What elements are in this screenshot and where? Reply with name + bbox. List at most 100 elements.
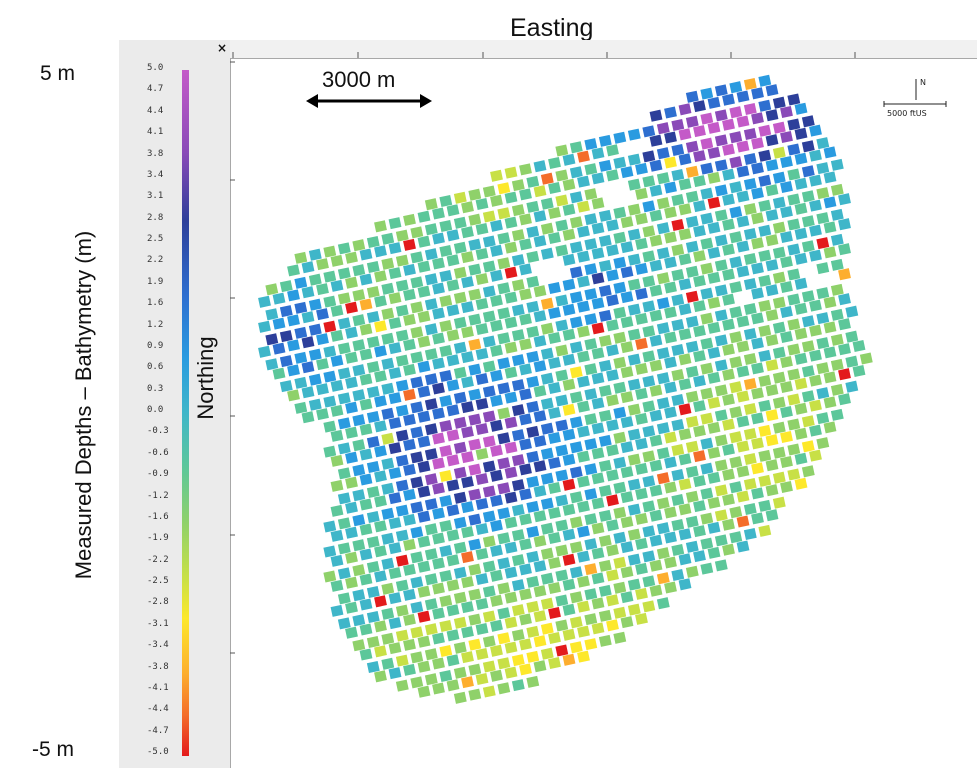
- depth-cell: [700, 537, 714, 550]
- depth-cell: [381, 482, 395, 495]
- depth-cell: [569, 641, 583, 654]
- depth-cell: [366, 535, 380, 549]
- depth-cell: [693, 450, 706, 463]
- depth-cell: [809, 199, 822, 212]
- depth-cell: [787, 218, 801, 231]
- depth-cell: [729, 231, 743, 244]
- depth-cell: [453, 291, 467, 304]
- north-scale-label: 5000 ftUS: [887, 109, 927, 118]
- depth-cell: [700, 212, 714, 225]
- depth-cell: [294, 326, 308, 339]
- depth-cell: [714, 159, 728, 172]
- top-ruler: [230, 40, 977, 59]
- depth-cell: [707, 396, 721, 409]
- depth-cell: [279, 355, 293, 368]
- depth-cell: [424, 598, 438, 611]
- depth-cell: [606, 369, 619, 382]
- depth-cell: [526, 275, 540, 288]
- depth-cell: [453, 216, 467, 229]
- depth-cell: [482, 660, 496, 673]
- depth-cell: [511, 204, 525, 217]
- depth-cell: [794, 127, 808, 140]
- colorbar-tick-label: -2.8: [147, 597, 169, 608]
- depth-cell: [685, 365, 699, 378]
- depth-cell: [772, 396, 786, 409]
- depth-cell: [794, 302, 808, 315]
- depth-cell: [540, 422, 554, 435]
- depth-cell: [765, 184, 779, 197]
- depth-cell: [366, 660, 380, 674]
- depth-cell: [642, 350, 656, 363]
- depth-cell: [765, 309, 779, 322]
- depth-cell: [598, 359, 612, 372]
- depth-cell: [453, 241, 467, 254]
- depth-cell: [772, 346, 786, 359]
- depth-cell: [765, 259, 779, 272]
- depth-cell: [685, 265, 699, 278]
- depth-cell: [475, 572, 489, 586]
- close-legend-button[interactable]: ×: [216, 41, 228, 55]
- depth-cell: [497, 357, 511, 370]
- depth-cell: [446, 379, 460, 392]
- depth-cell: [569, 316, 583, 329]
- depth-cell: [345, 426, 358, 439]
- depth-cell: [678, 253, 692, 266]
- depth-cell: [424, 323, 438, 336]
- depth-cell: [403, 538, 416, 551]
- depth-cell: [577, 325, 590, 338]
- depth-cell: [627, 403, 641, 416]
- depth-cell: [519, 188, 532, 201]
- depth-cell: [410, 426, 424, 439]
- depth-cell: [598, 284, 612, 297]
- depth-cell: [519, 563, 532, 576]
- depth-cell: [772, 121, 786, 134]
- depth-cell: [287, 264, 300, 277]
- depth-cell: [787, 318, 801, 331]
- depth-cell: [316, 383, 329, 396]
- depth-cell: [569, 191, 583, 204]
- colorbar-tick-label: 3.8: [147, 148, 164, 159]
- depth-cell: [801, 440, 815, 453]
- depth-cell: [511, 429, 525, 442]
- depth-cell: [678, 578, 692, 591]
- depth-cell: [490, 569, 503, 582]
- depth-cell: [504, 366, 518, 379]
- depth-cell: [432, 282, 445, 295]
- depth-cell: [729, 306, 743, 319]
- depth-cell: [308, 348, 322, 361]
- depth-cell: [606, 394, 619, 407]
- colorbar-tick-label: 2.8: [147, 212, 164, 223]
- depth-cell: [410, 451, 424, 464]
- depth-cell: [475, 522, 489, 536]
- depth-cell: [439, 344, 453, 358]
- depth-cell: [475, 597, 489, 611]
- depth-cell: [439, 369, 453, 383]
- depth-cell: [816, 362, 830, 375]
- depth-cell: [301, 411, 315, 424]
- depth-cell: [765, 509, 779, 522]
- depth-cell: [685, 440, 699, 453]
- depth-cell: [787, 93, 801, 106]
- depth-cell: [395, 254, 409, 267]
- depth-cell: [642, 525, 656, 538]
- depth-cell: [511, 679, 525, 692]
- depth-cell: [432, 307, 445, 320]
- depth-cell: [685, 315, 699, 328]
- depth-cell: [627, 228, 641, 241]
- depth-cell: [751, 287, 764, 300]
- depth-cell: [519, 438, 532, 451]
- depth-cell: [330, 279, 344, 292]
- depth-cell: [540, 547, 554, 560]
- depth-cell: [395, 554, 409, 567]
- depth-cell: [801, 140, 815, 153]
- depth-cell: [758, 424, 772, 437]
- depth-cell: [555, 419, 569, 432]
- depth-cell: [287, 389, 300, 402]
- depth-cell: [359, 373, 373, 386]
- depth-cell: [424, 573, 438, 586]
- depth-cell: [453, 341, 467, 354]
- depth-cell: [352, 264, 366, 277]
- depth-cell: [345, 401, 358, 414]
- depth-cell: [707, 296, 721, 309]
- depth-cell: [279, 280, 293, 293]
